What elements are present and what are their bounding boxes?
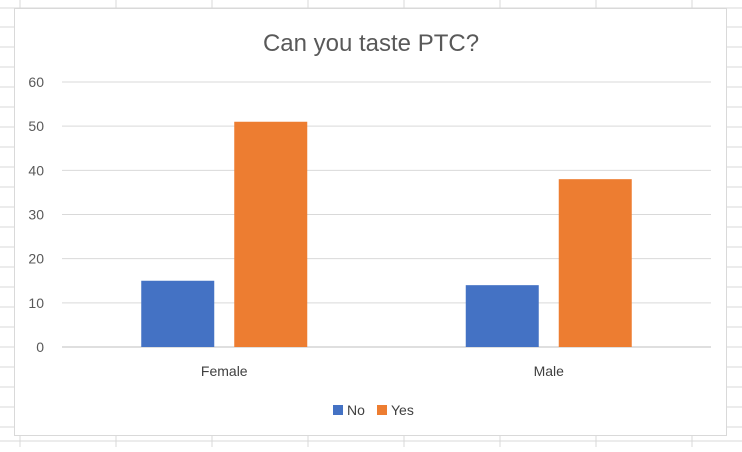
x-axis-categories: Female Male bbox=[201, 363, 564, 379]
y-tick-label: 10 bbox=[28, 295, 44, 311]
category-label: Male bbox=[534, 363, 565, 379]
legend-swatch-no bbox=[333, 405, 343, 415]
legend-label-no[interactable]: No bbox=[347, 402, 365, 418]
y-tick-label: 40 bbox=[28, 162, 44, 178]
legend-swatch-yes bbox=[377, 405, 387, 415]
y-tick-label: 0 bbox=[36, 339, 44, 355]
bars bbox=[141, 121, 632, 347]
chart-container[interactable]: Can you taste PTC? 0 10 20 30 40 50 60 Female M… bbox=[14, 8, 727, 436]
bar-yes-male[interactable] bbox=[558, 179, 632, 347]
y-tick-label: 30 bbox=[28, 207, 44, 223]
bar-yes-female[interactable] bbox=[234, 121, 308, 347]
category-label: Female bbox=[201, 363, 248, 379]
y-tick-label: 60 bbox=[28, 74, 44, 90]
chart-title: Can you taste PTC? bbox=[263, 30, 479, 57]
y-tick-label: 20 bbox=[28, 251, 44, 267]
bar-no-female[interactable] bbox=[141, 280, 215, 347]
bar-chart: Can you taste PTC? 0 10 20 30 40 50 60 Female M… bbox=[28, 30, 711, 418]
legend-label-yes[interactable]: Yes bbox=[391, 402, 414, 418]
y-axis-ticks: 0 10 20 30 40 50 60 bbox=[28, 74, 44, 355]
bar-no-male[interactable] bbox=[465, 285, 539, 347]
legend[interactable]: No Yes bbox=[333, 402, 414, 418]
y-tick-label: 50 bbox=[28, 118, 44, 134]
